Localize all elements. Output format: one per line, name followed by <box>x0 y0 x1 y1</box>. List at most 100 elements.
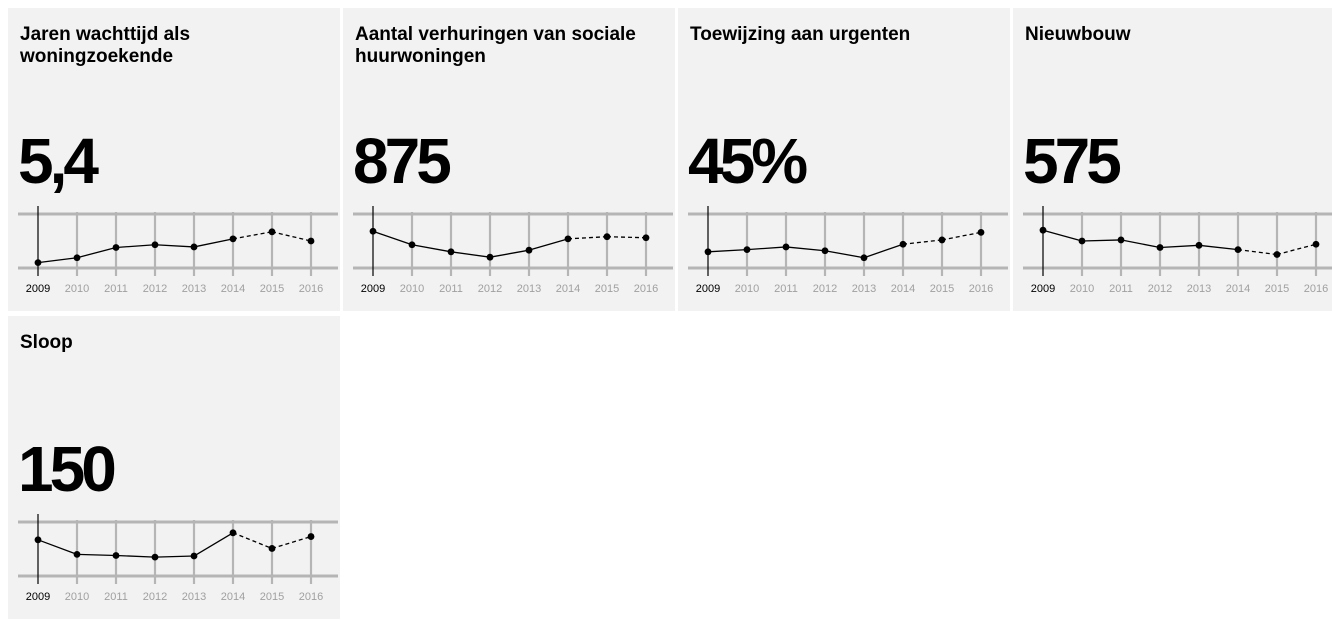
series-segment <box>941 231 982 241</box>
x-tick-label: 2011 <box>774 283 798 295</box>
series-segment <box>528 238 569 251</box>
indicator-card: Aantal verhuringen van sociale huurwonin… <box>343 8 675 311</box>
card-title: Aantal verhuringen van sociale huurwonin… <box>355 24 636 67</box>
x-tick-label: 2016 <box>634 283 658 295</box>
card-title: Jaren wachttijd als woningzoekende <box>20 24 191 67</box>
data-point <box>229 529 237 537</box>
x-tick-label: 2014 <box>221 591 245 603</box>
series-segment <box>707 248 748 253</box>
data-point <box>1156 244 1164 251</box>
sparkline-chart: 2009 2010 2011 2012 2013 2014 2015 2016 <box>18 514 338 603</box>
series-segment <box>115 554 156 558</box>
x-tick-label: 2009 <box>26 283 50 295</box>
data-point <box>603 233 611 241</box>
data-point <box>564 235 572 243</box>
card-value: 150 <box>18 433 117 505</box>
data-point <box>704 248 712 256</box>
card-value: 45% <box>688 125 808 197</box>
data-point <box>190 552 198 560</box>
series-segment <box>193 532 234 557</box>
x-tick-label: 2009 <box>696 283 720 295</box>
x-tick-label: 2016 <box>299 591 323 603</box>
data-point <box>447 248 455 256</box>
x-tick-label: 2014 <box>891 283 915 295</box>
series-segment <box>154 555 195 558</box>
data-point <box>899 240 907 248</box>
series-segment <box>1159 244 1200 249</box>
series-segment <box>1198 244 1239 251</box>
series-segment <box>1120 239 1161 249</box>
data-point <box>1039 226 1047 234</box>
series-segment <box>115 244 156 249</box>
series-segment <box>154 244 195 248</box>
data-point <box>408 241 416 249</box>
series-segment <box>372 230 413 246</box>
x-tick-label: 2015 <box>930 283 954 295</box>
x-tick-label: 2013 <box>182 283 206 295</box>
x-tick-label: 2009 <box>361 283 385 295</box>
series-segment <box>271 535 312 550</box>
x-tick-label: 2009 <box>26 591 50 603</box>
card-title: Sloop <box>20 332 73 353</box>
x-tick-label: 2014 <box>556 283 580 295</box>
data-point <box>782 243 790 251</box>
data-point <box>34 259 42 266</box>
series-segment <box>1237 248 1278 256</box>
x-tick-label: 2016 <box>969 283 993 295</box>
data-point <box>268 228 276 236</box>
series-segment <box>232 532 273 550</box>
data-point <box>1078 237 1086 245</box>
data-point <box>1234 246 1242 254</box>
x-tick-label: 2012 <box>143 591 167 603</box>
x-tick-label: 2013 <box>517 283 541 295</box>
indicator-card: Toewijzing aan urgenten 45% 2009 2010 2011 20… <box>678 8 1010 311</box>
x-tick-label: 2010 <box>65 283 89 295</box>
x-tick-label: 2011 <box>1109 283 1133 295</box>
series-segment <box>76 246 117 259</box>
x-tick-label: 2014 <box>221 283 245 295</box>
data-point <box>1273 251 1281 258</box>
data-point <box>112 244 120 251</box>
series-segment <box>271 231 312 242</box>
series-segment <box>746 246 787 251</box>
data-point <box>229 235 237 243</box>
data-point <box>938 236 946 244</box>
data-point <box>307 237 315 245</box>
data-point <box>977 228 985 236</box>
indicator-card: Sloop 150 2009 2010 2011 2012 2013 2014 2015 2016 <box>8 316 340 619</box>
x-tick-label: 2015 <box>260 591 284 603</box>
card-value: 575 <box>1023 125 1122 197</box>
data-point <box>151 241 159 249</box>
x-tick-label: 2010 <box>1070 283 1094 295</box>
data-point <box>743 246 751 254</box>
x-tick-label: 2012 <box>143 283 167 295</box>
card-title: Nieuwbouw <box>1025 24 1131 45</box>
series-segment <box>902 239 943 245</box>
series-segment <box>37 539 78 556</box>
x-tick-label: 2016 <box>1304 283 1328 295</box>
indicator-card: Nieuwbouw 575 2009 2010 2011 2012 2013 2014 2015… <box>1013 8 1332 311</box>
data-point <box>73 551 81 558</box>
card-title: Toewijzing aan urgenten <box>690 24 911 45</box>
card-value: 5,4 <box>18 125 99 197</box>
data-point <box>112 552 120 559</box>
data-point <box>151 553 159 561</box>
data-point <box>268 545 276 552</box>
x-tick-label: 2010 <box>65 591 89 603</box>
data-point <box>1117 236 1125 244</box>
data-point <box>369 227 377 235</box>
series-segment <box>232 231 273 240</box>
x-tick-label: 2011 <box>104 283 128 295</box>
x-tick-label: 2012 <box>478 283 502 295</box>
series-segment <box>76 553 117 557</box>
data-point <box>73 254 81 262</box>
series-segment <box>37 257 78 264</box>
sparkline-chart: 2009 2010 2011 2012 2013 2014 2015 2016 <box>18 206 338 295</box>
indicator-grid: Jaren wachttijd als woningzoekende 5,4 200… <box>8 8 1332 621</box>
x-tick-label: 2015 <box>260 283 284 295</box>
x-tick-label: 2014 <box>1226 283 1250 295</box>
series-segment <box>1276 243 1317 256</box>
x-tick-label: 2010 <box>735 283 759 295</box>
data-point <box>307 533 315 540</box>
x-tick-label: 2010 <box>400 283 424 295</box>
